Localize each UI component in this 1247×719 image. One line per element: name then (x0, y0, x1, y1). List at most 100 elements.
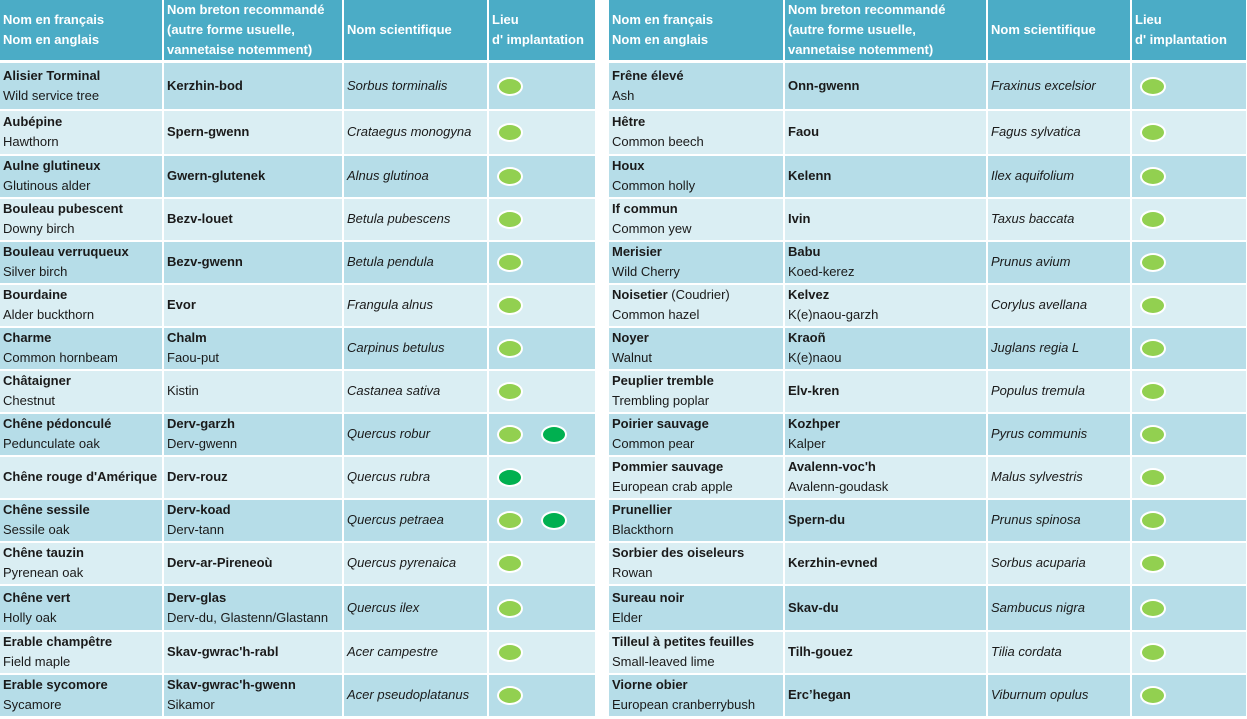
french-name: Aubépine (3, 114, 63, 129)
cell-breton: Bezv-louet (163, 197, 344, 242)
cell-scientific: Sambucus nigra (987, 584, 1132, 632)
cell-lieu (488, 240, 597, 285)
table-row: Tilleul à petites feuilles Small-leaved l… (609, 630, 1247, 675)
cell-lieu (1131, 283, 1247, 328)
cell-breton: Derv-glas Derv-du, Glastenn/Glastann (163, 584, 344, 632)
breton-name: Kozhper (788, 416, 840, 431)
english-name: Sycamore (3, 697, 62, 712)
cell-lieu (488, 498, 597, 543)
english-name: Downy birch (3, 221, 75, 236)
table-row: Viorne obier European cranberrybush Erc’he… (609, 673, 1247, 718)
cell-scientific: Viburnum opulus (987, 673, 1132, 718)
cell-fr-en: Peuplier tremble Trembling poplar (609, 369, 785, 414)
light-green-dot (497, 511, 523, 531)
cell-breton: Spern-du (784, 498, 988, 543)
french-name: Sureau noir (612, 589, 685, 605)
cell-breton: Spern-gwenn (163, 109, 344, 156)
cell-lieu (1131, 154, 1247, 199)
cell-lieu (1131, 498, 1247, 543)
cell-scientific: Quercus rubra (343, 455, 489, 500)
cell-lieu (1131, 630, 1247, 675)
breton-name: Elv-kren (788, 383, 840, 398)
header-fr-en: Nom en français Nom en anglais (0, 0, 164, 63)
english-name: Common hazel (612, 307, 700, 322)
dark-green-dot (541, 425, 567, 445)
cell-fr-en: Bourdaine Alder buckthorn (0, 283, 164, 328)
table-row: Chêne pédonculé Pedunculate oak Derv-garzh… (0, 412, 597, 457)
light-green-dot (1140, 686, 1166, 706)
cell-breton: Skav-du (784, 584, 988, 632)
light-green-dot (497, 643, 523, 663)
cell-lieu (1131, 326, 1247, 371)
cell-lieu (1131, 455, 1247, 500)
english-name: Common beech (612, 134, 704, 149)
cell-lieu (488, 541, 597, 586)
light-green-dot (1140, 554, 1166, 574)
french-name: Hêtre (612, 114, 646, 129)
breton-name: Skav-gwrac'h-rabl (167, 644, 279, 659)
light-green-dot (1140, 382, 1166, 402)
cell-breton: Derv-rouz (163, 455, 344, 500)
cell-scientific: Betula pendula (343, 240, 489, 285)
header-breton: Nom breton recommandé (autre forme usuell… (784, 0, 988, 63)
table-row: Aubépine Hawthorn Spern-gwenn Crataegus mon… (0, 109, 597, 156)
table-row: Bouleau verruqueux Silver birch Bezv-gwenn… (0, 240, 597, 285)
breton-name: Avalenn-voc'h (788, 459, 876, 474)
cell-scientific: Quercus robur (343, 412, 489, 457)
french-name: Alisier Torminal (3, 67, 101, 83)
light-green-dot (1140, 598, 1166, 618)
light-green-dot (1140, 253, 1166, 273)
english-name: European cranberrybush (612, 697, 756, 712)
table-row: Sorbier des oiseleurs Rowan Kerzhin-evned S… (609, 541, 1247, 586)
table-row: Chêne tauzin Pyrenean oak Derv-ar-Pireneoù… (0, 541, 597, 586)
cell-scientific: Sorbus torminalis (343, 61, 489, 111)
light-green-dot (497, 76, 523, 96)
breton-alt-name: Faou-put (167, 350, 220, 365)
english-name: Common hornbeam (3, 350, 118, 365)
table-row: If commun Common yew Ivin Taxus baccata (609, 197, 1247, 242)
cell-fr-en: Sureau noir Elder (609, 584, 785, 632)
header-scientific: Nom scientifique (987, 0, 1132, 63)
cell-fr-en: Noyer Walnut (609, 326, 785, 371)
breton-alt-name: Derv-du, Glastenn/Glastann (167, 609, 329, 625)
cell-lieu (488, 283, 597, 328)
breton-alt-name: Koed-kerez (788, 264, 855, 279)
breton-name: Gwern-glutenek (167, 168, 266, 183)
cell-fr-en: Pommier sauvage European crab apple (609, 455, 785, 500)
cell-fr-en: Merisier Wild Cherry (609, 240, 785, 285)
table-row: Noyer Walnut Kraoñ K(e)naou Juglans regia L (609, 326, 1247, 371)
cell-fr-en: Sorbier des oiseleurs Rowan (609, 541, 785, 586)
cell-lieu (1131, 109, 1247, 156)
cell-lieu (1131, 369, 1247, 414)
french-name: Houx (612, 158, 645, 173)
breton-name: Bezv-gwenn (167, 254, 243, 269)
breton-name: Faou (788, 124, 820, 139)
breton-alt-name: Derv-tann (167, 522, 225, 537)
table-row: Chêne sessile Sessile oak Derv-koad Derv-ta… (0, 498, 597, 543)
breton-name: Tilh-gouez (788, 644, 853, 659)
cell-breton: Gwern-glutenek (163, 154, 344, 199)
table-row: Sureau noir Elder Skav-du Sambucus nigra (609, 584, 1247, 632)
cell-lieu (1131, 673, 1247, 718)
english-name: Pedunculate oak (3, 436, 100, 451)
english-name: Alder buckthorn (3, 307, 95, 322)
cell-breton: Derv-ar-Pireneoù (163, 541, 344, 586)
cell-breton: Derv-koad Derv-tann (163, 498, 344, 543)
cell-lieu (488, 154, 597, 199)
table-row: Hêtre Common beech Faou Fagus sylvatica (609, 109, 1247, 156)
english-name: European crab apple (612, 479, 733, 494)
cell-lieu (488, 630, 597, 675)
species-table-right: Nom en français Nom en anglais Nom breton… (609, 0, 1247, 718)
cell-lieu (488, 61, 597, 111)
table-row: Chêne rouge d'Amérique Derv-rouz Quercus r… (0, 455, 597, 500)
cell-scientific: Prunus spinosa (987, 498, 1132, 543)
cell-lieu (1131, 584, 1247, 632)
french-name: Chêne pédonculé (3, 416, 112, 431)
french-name: Chêne sessile (3, 502, 90, 517)
french-name: Bourdaine (3, 287, 68, 302)
light-green-dot (497, 210, 523, 230)
cell-scientific: Taxus baccata (987, 197, 1132, 242)
english-name: Pyrenean oak (3, 565, 84, 580)
header-breton: Nom breton recommandé (autre forme usuell… (163, 0, 344, 63)
dark-green-dot (497, 468, 523, 488)
